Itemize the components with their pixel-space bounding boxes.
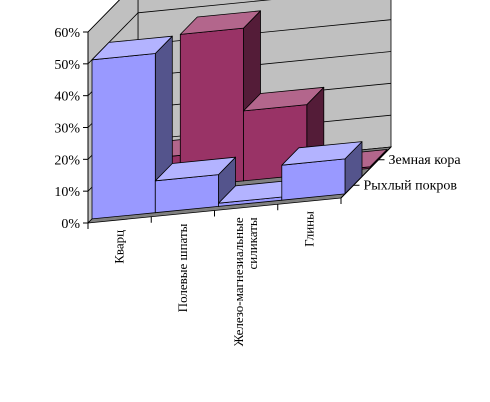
gridline: [87, 0, 120, 33]
bar-zemnaya-kora-1: [179, 10, 261, 188]
x-category-label: силикаты: [245, 217, 260, 269]
y-tick-label: 20%: [54, 153, 80, 168]
y-tick-label: 10%: [54, 185, 80, 200]
bar-rykhlyi-pokrov-1: [154, 156, 236, 214]
x-category-label: Полевые шпаты: [175, 223, 190, 312]
y-tick-label: 50%: [54, 58, 80, 73]
y-tick-label: 30%: [54, 122, 80, 137]
y-tick-label: 40%: [54, 90, 80, 105]
x-category-label: Кварц: [112, 230, 127, 264]
depth-series-label: Рыхлый покров: [364, 178, 458, 193]
x-category-label: Глины: [301, 211, 316, 247]
depth-axis-line: [340, 146, 392, 199]
depth-series-label: Земная кора: [389, 153, 462, 168]
y-tick-label: 60%: [54, 26, 80, 41]
y-tick-label: 0%: [61, 217, 80, 232]
x-category-label: Железо-магнезиальные: [231, 217, 246, 346]
